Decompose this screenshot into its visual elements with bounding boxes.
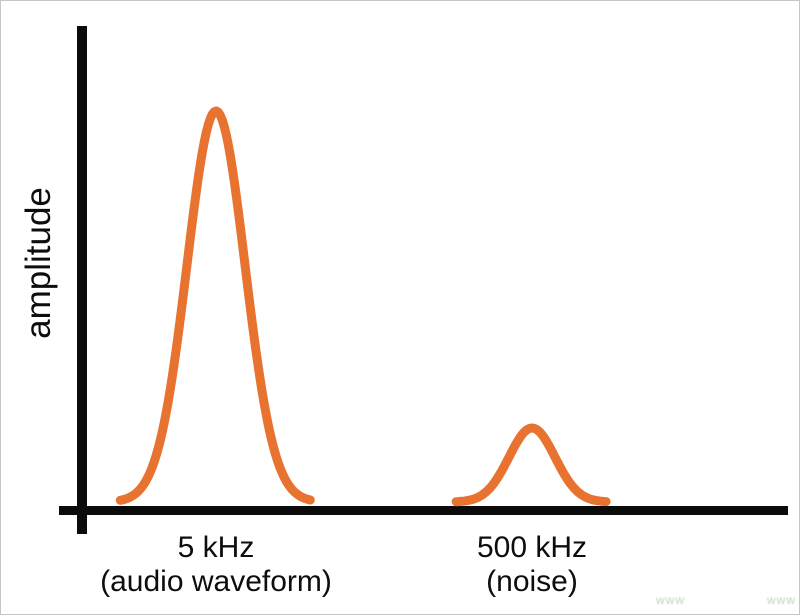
x-tick-audio-frequency: 5 kHz: [177, 531, 255, 564]
y-axis-label: amplitude: [19, 187, 58, 339]
spectrum-curve-audio-peak: [115, 106, 315, 505]
watermark-segment: www: [767, 593, 796, 607]
x-tick-noise: 500 kHz (noise): [477, 531, 587, 599]
x-tick-noise-annotation: (noise): [486, 565, 578, 598]
x-tick-audio-annotation: (audio waveform): [100, 565, 332, 598]
x-axis-line: [59, 506, 788, 515]
spectrum-curve-noise-peak: [451, 423, 611, 507]
watermark: www www: [656, 593, 796, 607]
x-tick-audio: 5 kHz (audio waveform): [100, 531, 332, 599]
x-tick-noise-frequency: 500 kHz: [476, 531, 588, 564]
y-axis-line: [77, 26, 87, 534]
watermark-segment: www: [656, 593, 685, 607]
